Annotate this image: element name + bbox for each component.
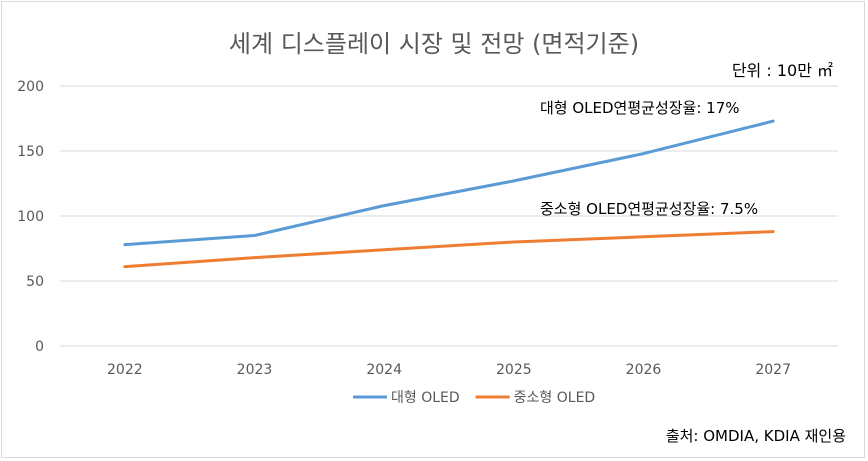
chart-title: 세계 디스플레이 시장 및 전망 (면적기준) <box>229 30 639 58</box>
y-tick-label: 50 <box>26 274 44 290</box>
x-axis-ticks: 2022 2023 2024 2025 2026 2027 <box>107 362 791 378</box>
annotation-small-oled: 중소형 OLED연평균성장율: 7.5% <box>540 200 758 218</box>
annotation-large-oled: 대형 OLED연평균성장율: 17% <box>540 99 740 117</box>
y-tick-label: 200 <box>17 79 44 95</box>
y-axis-ticks: 0 50 100 150 200 <box>17 79 44 355</box>
legend-label-1: 대형 OLED <box>391 390 460 406</box>
x-tick-label: 2027 <box>755 362 791 378</box>
grid-lines <box>60 85 838 347</box>
legend: 대형 OLED 중소형 OLED <box>353 390 595 406</box>
series-line-2 <box>123 230 775 269</box>
y-tick-label: 150 <box>17 144 44 160</box>
y-tick-label: 100 <box>17 209 44 225</box>
x-tick-label: 2023 <box>237 362 273 378</box>
x-tick-label: 2025 <box>496 362 532 378</box>
series-line-1 <box>123 119 775 247</box>
x-tick-label: 2022 <box>107 362 143 378</box>
y-tick-label: 0 <box>35 339 44 355</box>
legend-label-2: 중소형 OLED <box>514 390 596 406</box>
source-note: 출처: OMDIA, KDIA 재인용 <box>666 427 846 445</box>
x-tick-label: 2026 <box>626 362 662 378</box>
x-tick-label: 2024 <box>366 362 402 378</box>
unit-label: 단위 : 10만 ㎡ <box>732 61 833 80</box>
series-lines <box>123 119 775 269</box>
